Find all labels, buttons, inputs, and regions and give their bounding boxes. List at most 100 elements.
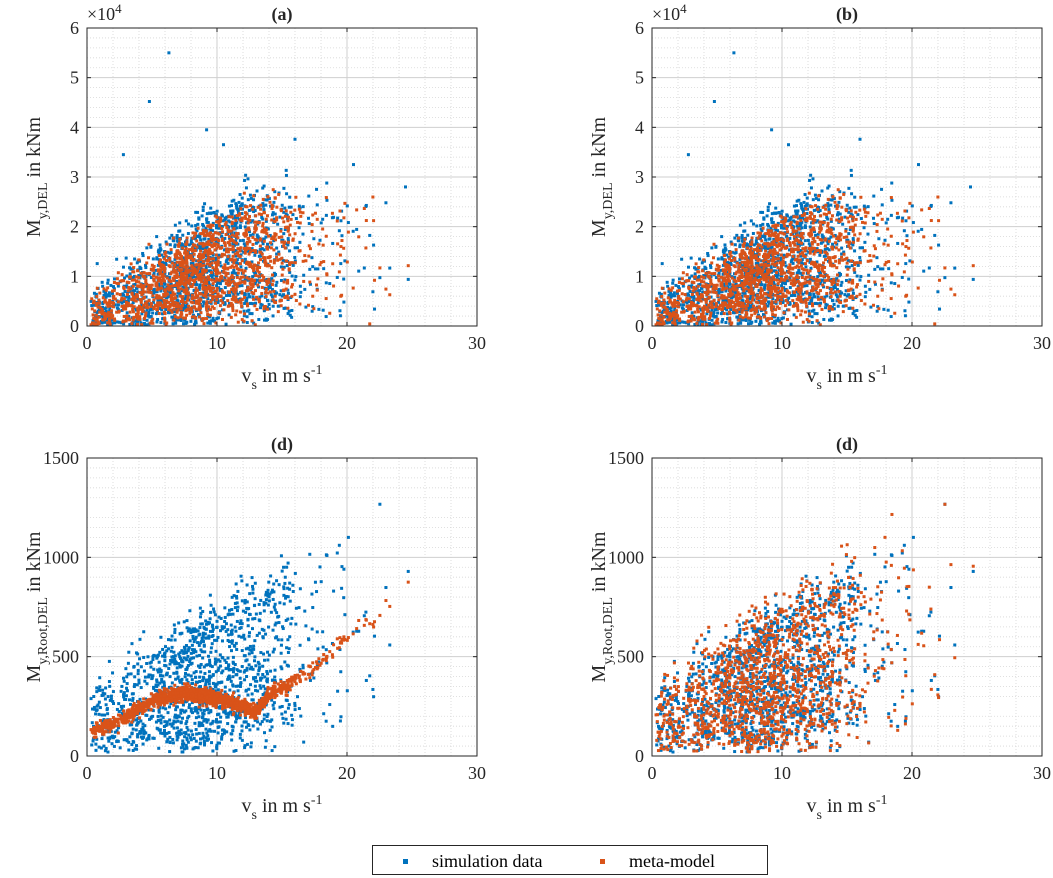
point-meta-model [160, 304, 164, 308]
point-meta-model [780, 246, 784, 250]
point-meta-model [838, 196, 842, 200]
point-simulation [792, 257, 796, 261]
point-meta-model [133, 278, 137, 282]
point-simulation [136, 290, 140, 294]
point-simulation [837, 274, 841, 278]
point-simulation [256, 236, 260, 240]
point-simulation [710, 284, 714, 288]
point-meta-model [260, 252, 264, 256]
point-meta-model [328, 311, 332, 315]
point-meta-model [238, 249, 242, 253]
point-meta-model [194, 288, 198, 292]
point-meta-model [787, 291, 791, 295]
point-simulation [880, 203, 884, 207]
point-meta-model [253, 230, 257, 234]
point-meta-model [134, 299, 138, 303]
point-simulation [724, 321, 728, 325]
point-meta-model [211, 298, 215, 302]
point-meta-model [186, 291, 190, 295]
point-meta-model [282, 241, 286, 245]
point-simulation [116, 303, 120, 307]
point-simulation [747, 285, 751, 289]
point-simulation [726, 317, 730, 321]
point-meta-model [277, 235, 281, 239]
point-meta-model [194, 291, 198, 295]
point-meta-model [239, 275, 243, 279]
point-simulation [232, 269, 236, 273]
point-meta-model [298, 210, 302, 214]
point-simulation [131, 290, 135, 294]
point-meta-model [199, 274, 203, 278]
point-meta-model [710, 300, 714, 304]
point-meta-model [905, 239, 909, 243]
point-meta-model [157, 294, 161, 298]
point-meta-model [229, 265, 233, 269]
point-simulation [800, 226, 804, 230]
point-meta-model [277, 252, 281, 256]
point-meta-model [152, 298, 156, 302]
point-simulation [125, 284, 129, 288]
point-meta-model [158, 302, 162, 306]
point-meta-model [713, 321, 717, 325]
point-simulation [240, 203, 244, 207]
point-meta-model [775, 251, 779, 255]
point-meta-model [198, 303, 202, 307]
point-simulation [250, 260, 254, 264]
point-simulation [302, 273, 306, 277]
point-meta-model [190, 296, 194, 300]
point-simulation [378, 276, 382, 280]
point-simulation [905, 209, 909, 213]
point-simulation [257, 317, 261, 321]
point-simulation [817, 198, 821, 202]
point-simulation [815, 312, 819, 316]
point-meta-model [198, 253, 202, 257]
point-meta-model [683, 293, 687, 297]
point-simulation [168, 243, 172, 247]
point-simulation [239, 265, 243, 269]
point-meta-model [166, 300, 170, 304]
point-simulation [211, 316, 215, 320]
point-meta-model [812, 261, 816, 265]
point-meta-model [174, 296, 178, 300]
point-simulation [264, 203, 268, 207]
point-meta-model [172, 265, 176, 269]
point-simulation [243, 225, 247, 229]
point-meta-model [806, 275, 810, 279]
y-tick-label: 5 [70, 68, 79, 88]
point-simulation [265, 298, 269, 302]
point-simulation [207, 237, 211, 241]
point-simulation [743, 292, 747, 296]
point-simulation [823, 247, 827, 251]
point-meta-model [766, 229, 770, 233]
point-simulation [194, 237, 198, 241]
point-meta-model [738, 275, 742, 279]
point-simulation [261, 217, 265, 221]
point-simulation [246, 249, 250, 253]
point-simulation [252, 198, 256, 202]
point-simulation [247, 230, 251, 234]
point-meta-model [144, 311, 148, 315]
point-meta-model [235, 232, 239, 236]
point-meta-model [809, 230, 813, 234]
point-simulation [147, 310, 151, 314]
point-meta-model [270, 218, 274, 222]
point-meta-model [106, 321, 110, 325]
point-meta-model [255, 267, 259, 271]
point-simulation [273, 292, 277, 296]
point-meta-model [244, 211, 248, 215]
point-simulation [270, 288, 274, 292]
point-meta-model [304, 259, 308, 263]
point-meta-model [194, 295, 198, 299]
point-meta-model [222, 270, 226, 274]
point-simulation [821, 278, 825, 282]
point-simulation [179, 309, 183, 313]
point-meta-model [209, 289, 213, 293]
point-meta-model [313, 211, 317, 215]
point-meta-model [124, 319, 128, 323]
point-simulation [275, 252, 279, 256]
point-meta-model [248, 263, 252, 267]
point-simulation [807, 242, 811, 246]
point-simulation [724, 289, 728, 293]
point-simulation [812, 292, 816, 296]
point-meta-model [362, 206, 366, 210]
